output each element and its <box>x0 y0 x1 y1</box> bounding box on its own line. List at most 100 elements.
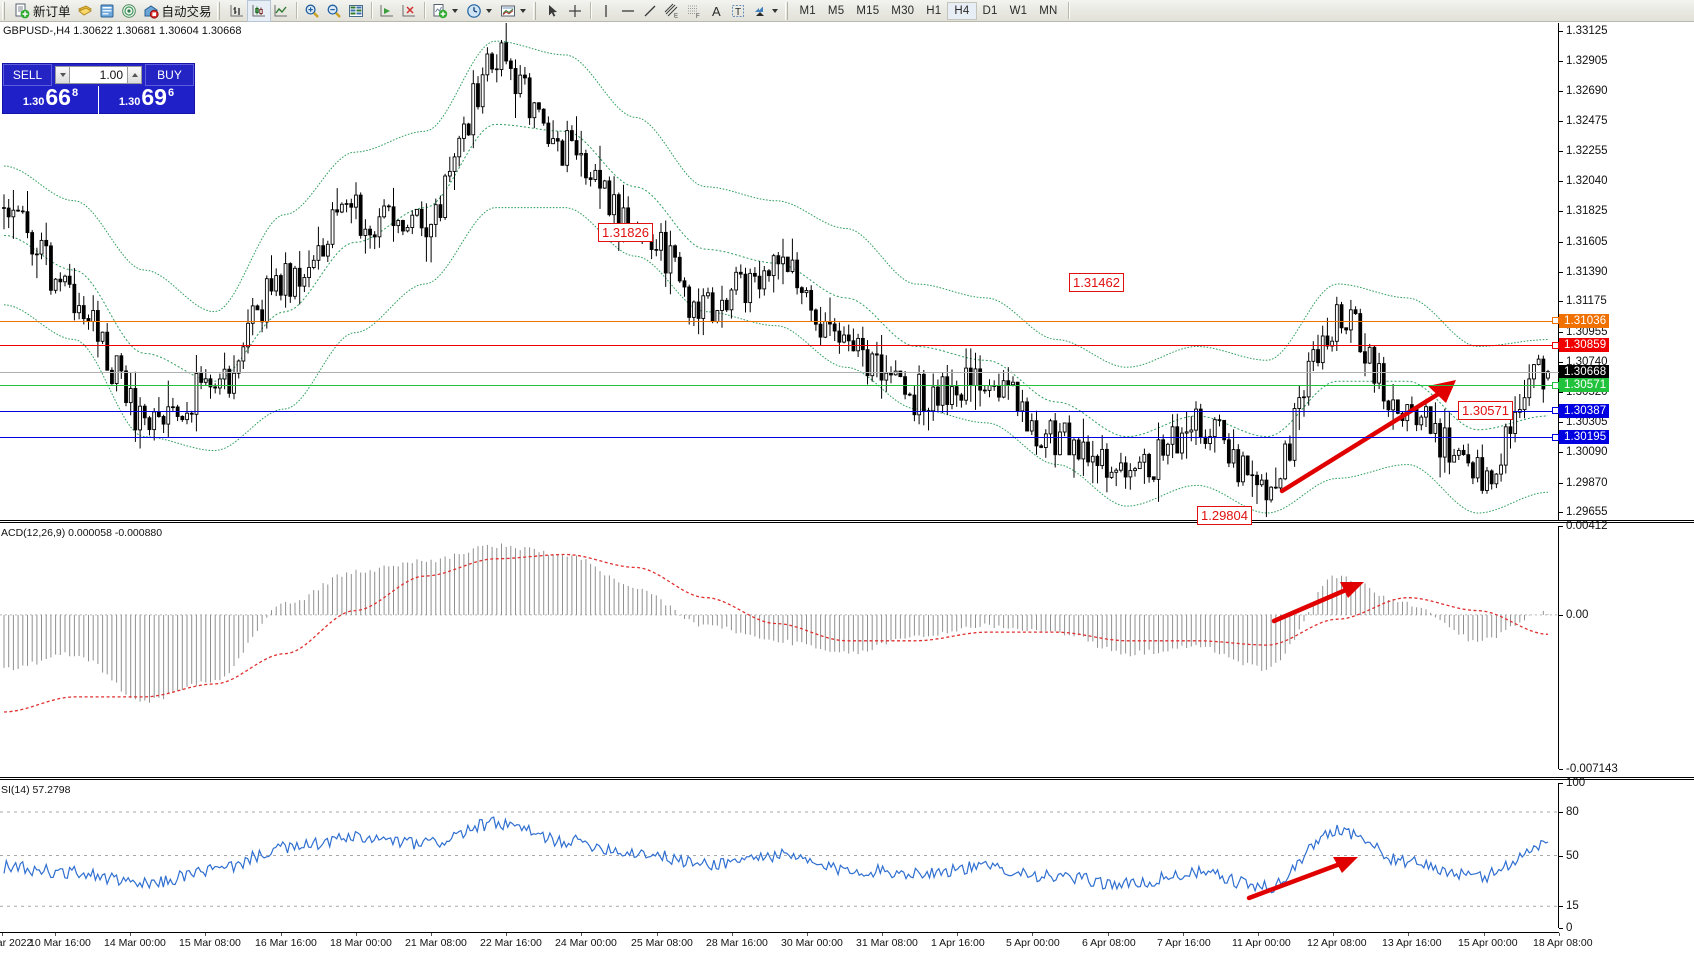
timeframe-h4[interactable]: H4 <box>947 1 977 20</box>
macd-scale[interactable]: 0.00412 0.00 -0.007143 <box>1559 520 1694 775</box>
templates-dropdown-arrow[interactable] <box>519 8 526 13</box>
buy-button[interactable]: BUY <box>145 64 194 86</box>
price-level-handle[interactable] <box>1552 407 1559 415</box>
toolbar-grip-2[interactable] <box>216 1 224 20</box>
vertical-line-tool-button[interactable] <box>595 1 617 21</box>
price-scale[interactable]: 1.33125 1.32905 1.32690 1.32475 1.32255 1.320… <box>1559 23 1694 520</box>
price-level-handle[interactable] <box>1552 317 1559 325</box>
terminal-button[interactable] <box>96 1 118 21</box>
time-axis-label: 6 Apr 08:00 <box>1082 937 1136 949</box>
rsi-pane[interactable]: SI(14) 57.2798 <box>0 783 1559 928</box>
zoom-out-button[interactable] <box>323 1 345 21</box>
macd-trend-arrow[interactable] <box>1271 582 1364 624</box>
price-level-handle[interactable] <box>1552 433 1559 441</box>
timeframe-w1[interactable]: W1 <box>1009 4 1028 17</box>
signals-button[interactable] <box>118 1 140 21</box>
price-level-line[interactable] <box>0 437 1559 439</box>
candlestick-chart-button[interactable] <box>246 0 271 22</box>
candlestick-chart-icon <box>252 4 265 16</box>
timeframe-m1[interactable]: M1 <box>799 4 816 17</box>
price-level-line[interactable] <box>0 385 1559 387</box>
horizontal-line-tool-button[interactable] <box>617 1 639 21</box>
new-order-button[interactable]: 新订单 <box>11 1 74 21</box>
price-scale-label: 1.32905 <box>1566 55 1608 68</box>
templates-button[interactable] <box>497 1 531 21</box>
new-chart-dropdown-arrow[interactable] <box>451 8 458 13</box>
price-level-line[interactable] <box>0 320 1559 322</box>
one-click-trading-panel[interactable]: SELL 1.00 BUY 1.30 66 8 1.30 69 6 <box>2 63 195 114</box>
sell-button[interactable]: SELL <box>3 64 52 86</box>
cursor-tool-button[interactable] <box>542 1 564 21</box>
chart-shift-icon <box>380 4 393 16</box>
template-icon <box>500 5 515 16</box>
price-annotation-label[interactable]: 1.30571 <box>1458 401 1513 420</box>
price-level-badge[interactable]: 1.30859 <box>1559 338 1610 353</box>
time-axis-tick <box>1408 933 1409 936</box>
price-level-badge[interactable]: 1.30668 <box>1559 364 1610 379</box>
price-annotation-label[interactable]: 1.29804 <box>1197 506 1252 525</box>
timeframe-m5[interactable]: M5 <box>827 4 845 17</box>
ask-price-display[interactable]: 1.30 69 6 <box>98 86 194 114</box>
price-level-line[interactable] <box>0 345 1559 347</box>
chart-title: GBPUSD-,H4 1.30622 1.30681 1.30604 1.306… <box>3 25 242 37</box>
volume-decrement-button[interactable] <box>55 66 70 84</box>
volume-input[interactable]: 1.00 <box>70 66 127 84</box>
timeframe-menu-button[interactable] <box>463 1 497 21</box>
line-chart-button[interactable] <box>270 1 292 21</box>
shift-chart-button[interactable] <box>376 1 398 21</box>
time-axis-label: 24 Mar 00:00 <box>555 937 617 949</box>
price-level-line[interactable] <box>0 371 1559 373</box>
bid-price-display[interactable]: 1.30 66 8 <box>3 86 98 114</box>
shapes-dropdown-arrow[interactable] <box>771 8 778 13</box>
timeframe-m30[interactable]: M30 <box>891 4 915 17</box>
timeframe-d1[interactable]: D1 <box>982 4 998 17</box>
volume-control[interactable]: 1.00 <box>52 64 145 86</box>
price-level-badge[interactable]: 1.31036 <box>1559 313 1610 328</box>
time-axis-label: Mar 2022 <box>0 937 33 949</box>
price-level-badge[interactable]: 1.30387 <box>1559 403 1610 418</box>
zoom-in-button[interactable] <box>301 1 323 21</box>
price-level-badge[interactable]: 1.30571 <box>1559 378 1610 393</box>
volume-increment-button[interactable] <box>127 66 142 84</box>
trade-panel-top-row: SELL 1.00 BUY <box>3 64 194 86</box>
crosshair-tool-button[interactable] <box>564 1 586 21</box>
price-chart-svg <box>2 23 1550 518</box>
pane-separator-macd[interactable] <box>0 520 1694 523</box>
price-level-line[interactable] <box>0 410 1559 412</box>
macd-pane[interactable]: ACD(12,26,9) 0.000058 -0.000880 <box>0 526 1559 769</box>
toolbar-grip-4[interactable] <box>784 1 792 20</box>
new-chart-button[interactable] <box>429 1 463 21</box>
price-pane[interactable] <box>0 23 1559 520</box>
equidistant-channel-tool-button[interactable]: E <box>661 1 683 21</box>
price-level-badge[interactable]: 1.30195 <box>1559 430 1610 445</box>
bar-chart-button[interactable] <box>226 1 248 21</box>
pane-separator-rsi[interactable] <box>0 777 1694 780</box>
data-window-button[interactable] <box>345 1 367 21</box>
price-level-handle[interactable] <box>1552 381 1559 389</box>
timeframe-dropdown-arrow[interactable] <box>485 8 492 13</box>
rsi-line <box>3 816 1549 894</box>
price-annotation-label[interactable]: 1.31826 <box>598 223 653 242</box>
text-tool-button[interactable]: A <box>705 1 727 21</box>
expert-advisor-button[interactable] <box>74 1 96 21</box>
rsi-trend-arrow[interactable] <box>1246 857 1358 901</box>
price-annotation-label[interactable]: 1.31462 <box>1069 273 1124 292</box>
data-window-icon <box>348 4 363 17</box>
rsi-scale[interactable]: 100 80 50 15 0 <box>1559 777 1694 934</box>
text-label-tool-button[interactable]: T <box>727 1 749 21</box>
toolbar-grip-3[interactable] <box>532 1 540 20</box>
shapes-tool-button[interactable] <box>749 1 783 21</box>
timeframe-mn[interactable]: MN <box>1039 4 1058 17</box>
trendline-tool-button[interactable] <box>639 1 661 21</box>
auto-scroll-button[interactable] <box>398 1 420 21</box>
trade-panel-quotes: 1.30 66 8 1.30 69 6 <box>3 86 194 114</box>
ask-big: 69 <box>141 84 167 110</box>
toolbar-grip[interactable] <box>2 1 9 20</box>
timeframe-h1[interactable]: H1 <box>926 4 942 17</box>
price-level-handle[interactable] <box>1552 341 1559 349</box>
auto-trading-button[interactable]: 自动交易 <box>140 1 215 21</box>
timeframe-m15[interactable]: M15 <box>856 4 880 17</box>
fibonacci-tool-button[interactable]: F <box>683 1 705 21</box>
bollinger-band-line <box>3 40 1549 368</box>
